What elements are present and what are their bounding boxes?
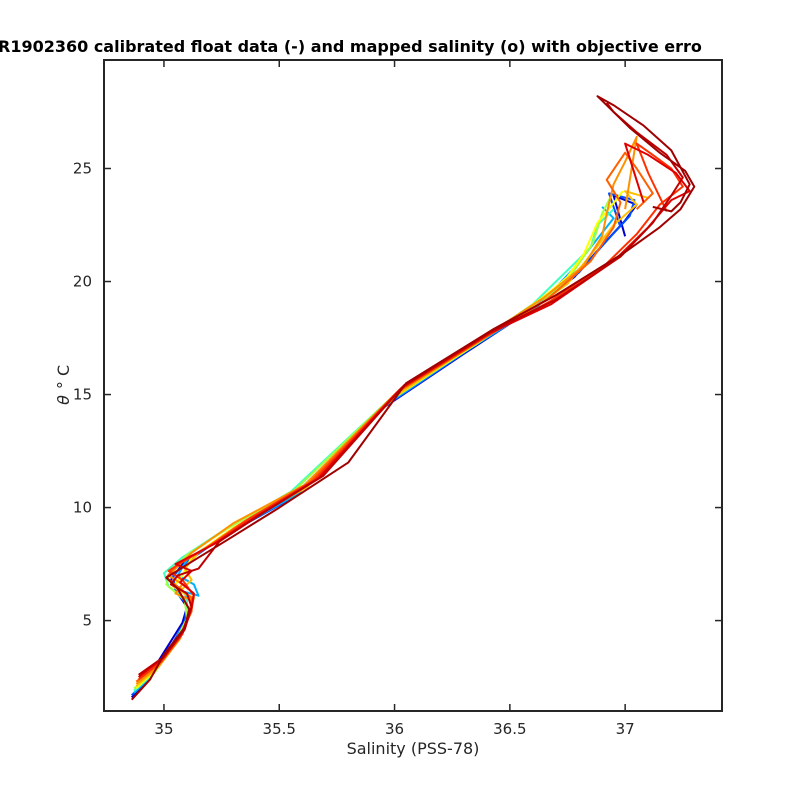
y-tick-label: 25 [73, 160, 92, 178]
series-lines [130, 95, 696, 701]
series-line-11 [137, 142, 691, 678]
x-tick-label: 35.5 [263, 720, 296, 738]
x-tick-label: 36 [385, 720, 404, 738]
axis-ticks: 35 35.5 36 36.5 37 5 10 15 20 25 [73, 60, 722, 738]
y-tick-label: 10 [73, 499, 92, 517]
y-axis-label: θ ° C [54, 365, 73, 405]
y-tick-label: 15 [73, 386, 92, 404]
y-tick-label: 5 [82, 612, 92, 630]
x-tick-label: 35 [154, 720, 173, 738]
x-tick-label: 36.5 [493, 720, 526, 738]
plot-frame [103, 59, 723, 712]
series-line-13 [130, 95, 696, 701]
y-tick-label: 20 [73, 273, 92, 291]
x-axis-label: Salinity (PSS-78) [347, 739, 480, 758]
chart-title: R1902360 calibrated float data (-) and m… [0, 37, 702, 56]
y-axis-label-symbol: θ [54, 395, 73, 405]
x-tick-label: 37 [616, 720, 635, 738]
y-axis-label-unit: ° C [54, 365, 73, 389]
series-line-12 [138, 102, 684, 676]
